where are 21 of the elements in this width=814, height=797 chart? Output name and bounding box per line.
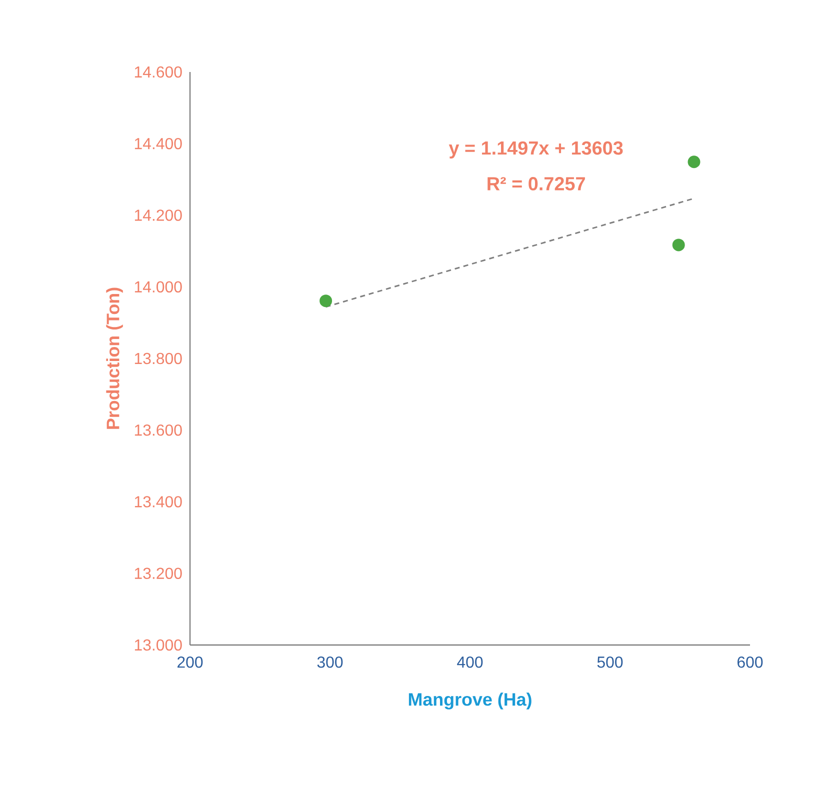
x-tick-label: 200	[178, 656, 203, 668]
y-axis-title: Production (Ton)	[106, 288, 123, 429]
x-tick-label: 600	[738, 656, 763, 668]
y-tick-label: 13.000	[134, 639, 182, 651]
y-tick-label: 14.200	[134, 210, 182, 221]
point	[672, 238, 685, 252]
y-tick-label: 14.600	[134, 66, 182, 78]
annotation: y = 1.1497x + 13603	[448, 141, 623, 158]
x-tick-label: 500	[597, 656, 623, 668]
y-tick-label: 13.600	[134, 424, 182, 436]
x-tick-label: 400	[457, 656, 483, 668]
x-axis-title: Mangrove (Ha)	[408, 692, 532, 710]
y-tick-label: 14.400	[134, 138, 182, 150]
x-tick-label: 300	[317, 656, 343, 668]
y-tick-label: 13.800	[134, 352, 182, 364]
y-tick-label: 14.000	[134, 281, 182, 292]
annotation: R² = 0.7257	[488, 177, 585, 190]
y-tick-label: 13.200	[134, 568, 182, 580]
point	[688, 156, 700, 168]
y-tick-label: 13.400	[134, 496, 182, 508]
point	[320, 294, 332, 308]
